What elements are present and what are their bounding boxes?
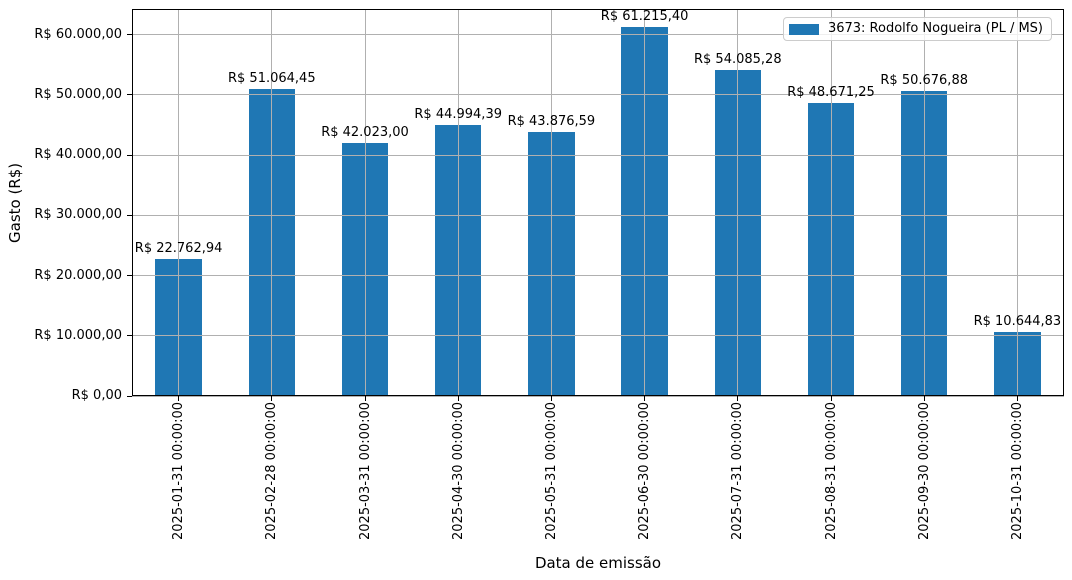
y-gridline <box>132 275 1064 277</box>
y-tick-label: R$ 40.000,00 <box>34 147 122 163</box>
y-tick <box>127 34 132 36</box>
y-tick <box>127 214 132 216</box>
x-tick <box>737 396 739 401</box>
x-tick-label: 2025-01-31 00:00:00 <box>171 402 187 541</box>
y-gridline <box>132 395 1064 397</box>
bar-value-label: R$ 10.644,83 <box>973 313 1062 329</box>
x-tick-label: 2025-08-31 00:00:00 <box>823 402 839 541</box>
legend: 3673: Rodolfo Nogueira (PL / MS) <box>782 17 1052 41</box>
y-tick <box>127 94 132 96</box>
x-tick-label: 2025-09-30 00:00:00 <box>916 402 932 541</box>
x-tick-label: 2025-10-31 00:00:00 <box>1009 402 1025 541</box>
bar-value-label: R$ 44.994,39 <box>414 107 502 123</box>
x-tick-label: 2025-02-28 00:00:00 <box>264 402 280 541</box>
x-tick-label: 2025-05-31 00:00:00 <box>543 402 559 541</box>
bar-value-label: R$ 61.215,40 <box>600 9 689 25</box>
x-tick <box>550 396 552 401</box>
x-gridline <box>364 9 366 396</box>
bar-value-label: R$ 50.676,88 <box>880 72 968 88</box>
x-tick <box>1016 396 1018 401</box>
x-gridline <box>923 9 925 396</box>
y-gridline <box>132 214 1064 216</box>
x-gridline <box>644 9 646 396</box>
y-tick-label: R$ 20.000,00 <box>34 267 122 283</box>
y-gridline <box>132 335 1064 337</box>
y-gridline <box>132 34 1064 36</box>
x-gridline <box>271 9 273 396</box>
x-tick-label: 2025-03-31 00:00:00 <box>357 402 373 541</box>
y-gridline <box>132 94 1064 96</box>
x-tick-label: 2025-07-31 00:00:00 <box>730 402 746 541</box>
x-tick <box>830 396 832 401</box>
y-tick <box>127 154 132 156</box>
bar-value-label: R$ 51.064,45 <box>227 70 316 86</box>
x-tick-label: 2025-04-30 00:00:00 <box>450 402 466 541</box>
y-tick-label: R$ 30.000,00 <box>34 207 122 223</box>
x-tick <box>271 396 273 401</box>
y-tick-label: R$ 50.000,00 <box>34 86 122 102</box>
y-tick-label: R$ 10.000,00 <box>34 327 122 343</box>
x-tick <box>178 396 180 401</box>
x-tick <box>923 396 925 401</box>
bar-value-label: R$ 54.085,28 <box>693 52 782 68</box>
x-tick <box>644 396 646 401</box>
y-tick <box>127 395 132 397</box>
y-tick-label: R$ 60.000,00 <box>34 26 122 42</box>
bar-value-label: R$ 42.023,00 <box>321 124 409 140</box>
x-tick-label: 2025-06-30 00:00:00 <box>637 402 653 541</box>
bar-value-label: R$ 43.876,59 <box>507 113 596 129</box>
bar-value-label: R$ 48.671,25 <box>787 84 875 100</box>
y-gridline <box>132 154 1064 156</box>
x-axis-label: Data de emissão <box>534 554 662 572</box>
y-tick-label: R$ 0,00 <box>71 388 122 403</box>
y-tick <box>127 275 132 277</box>
x-gridline <box>737 9 739 396</box>
x-gridline <box>1016 9 1018 396</box>
y-tick <box>127 335 132 337</box>
x-gridline <box>550 9 552 396</box>
bar-value-label: R$ 22.762,94 <box>134 240 223 256</box>
x-tick <box>364 396 366 401</box>
x-gridline <box>457 9 459 396</box>
x-gridline <box>830 9 832 396</box>
x-gridline <box>178 9 180 396</box>
legend-swatch-icon <box>788 23 819 35</box>
legend-label: 3673: Rodolfo Nogueira (PL / MS) <box>827 21 1043 36</box>
x-tick <box>457 396 459 401</box>
